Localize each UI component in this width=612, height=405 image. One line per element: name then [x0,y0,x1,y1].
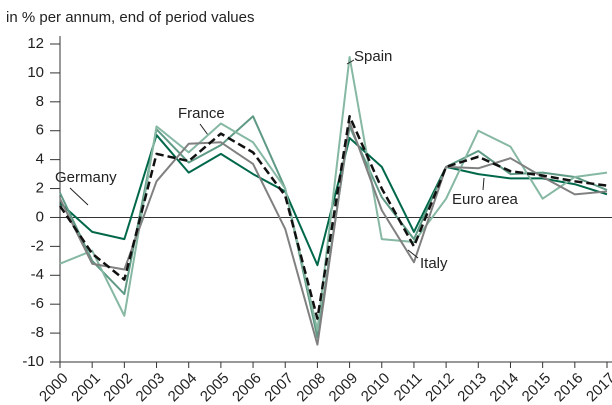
y-tick-label: 2 [36,180,44,197]
x-tick-label: 2009 [326,370,362,405]
series-line [58,115,608,320]
x-tick-label: 2005 [197,370,233,405]
y-tick-label: 10 [27,64,44,81]
y-tick-label: -8 [31,324,44,341]
x-tick-label: 2001 [68,370,104,405]
series-label: Spain [354,48,392,65]
x-tick-label: 2006 [229,370,265,405]
leader-line [482,177,485,191]
leader-line [346,59,355,65]
y-tick-label: -4 [31,266,44,283]
y-tick-label: 4 [36,151,44,168]
leader-line [407,249,419,259]
x-tick-label: 2004 [165,370,201,405]
x-tick-label: 2012 [422,370,458,405]
x-tick-label: 2015 [519,370,555,405]
y-tick-label: -10 [22,353,44,370]
leader-line [69,187,89,206]
x-tick-label: 2008 [293,370,329,405]
y-tick-label: 6 [36,122,44,139]
x-tick-label: 2010 [358,370,394,405]
subtitle: in % per annum, end of period values [6,9,255,26]
x-tick-label: 2016 [551,370,587,405]
x-tick-label: 2007 [261,370,297,405]
y-tick-label: 12 [27,35,44,52]
x-tick-label: 2013 [454,370,490,405]
series-line [59,56,608,332]
x-tick-label: 2003 [133,370,169,405]
series-label: Italy [420,255,448,272]
y-tick-label: 8 [36,93,44,110]
leader-line [199,123,209,136]
x-tick-label: 2014 [486,370,522,405]
y-tick-label: -2 [31,237,44,254]
series-label: France [178,105,225,122]
series-label: Euro area [452,191,519,208]
x-tick-label: 2002 [100,370,136,405]
x-tick-label: 2017 [583,370,612,405]
series-line [59,121,608,346]
x-tick-label: 2011 [391,370,426,405]
y-tick-label: 0 [36,208,44,225]
y-tick-label: -6 [31,295,44,312]
series-label: Germany [55,169,117,186]
x-tick-label: 2000 [36,370,72,405]
